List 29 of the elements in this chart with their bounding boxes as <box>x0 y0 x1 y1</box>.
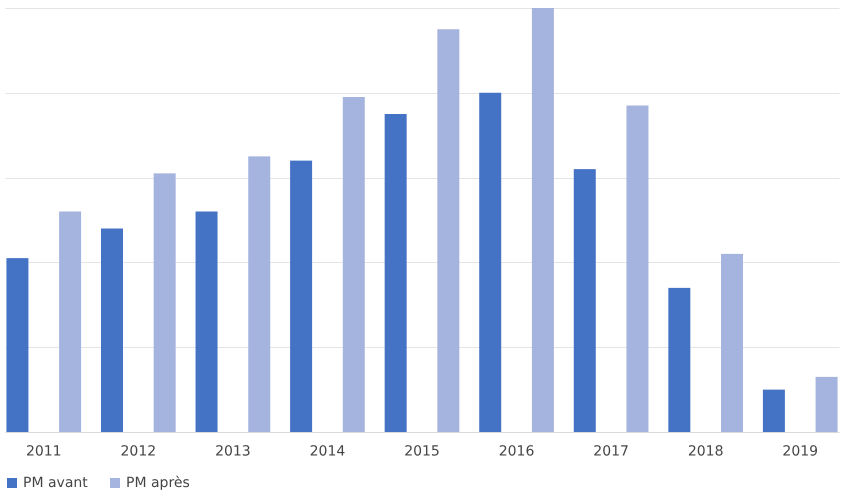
x-tick-label: 2013 <box>215 444 251 460</box>
bar <box>762 390 785 432</box>
x-tick-label: 2016 <box>498 444 534 460</box>
bar <box>574 169 596 432</box>
x-tick-label: 2017 <box>593 444 629 460</box>
bar <box>668 288 690 432</box>
bar <box>196 212 218 432</box>
x-tick-label: 2015 <box>404 444 440 460</box>
bar <box>342 97 365 432</box>
bar <box>437 29 460 432</box>
legend-label: PM avant <box>23 475 88 491</box>
bar <box>100 228 123 432</box>
bar <box>816 376 838 432</box>
bar <box>154 173 176 432</box>
bar <box>721 254 744 432</box>
x-tick-label: 2012 <box>120 444 156 460</box>
bar <box>290 160 312 432</box>
x-tick-label: 2019 <box>782 444 818 460</box>
x-tick-label: 2011 <box>26 444 62 460</box>
legend-label: PM après <box>126 475 190 491</box>
x-tick-label: 2018 <box>688 444 724 460</box>
bar <box>626 106 648 432</box>
bar <box>384 114 407 432</box>
bar <box>248 156 270 432</box>
bar <box>479 92 502 432</box>
bar <box>59 212 82 432</box>
bar <box>6 258 28 432</box>
bar <box>532 8 554 432</box>
x-tick-label: 2014 <box>310 444 346 460</box>
